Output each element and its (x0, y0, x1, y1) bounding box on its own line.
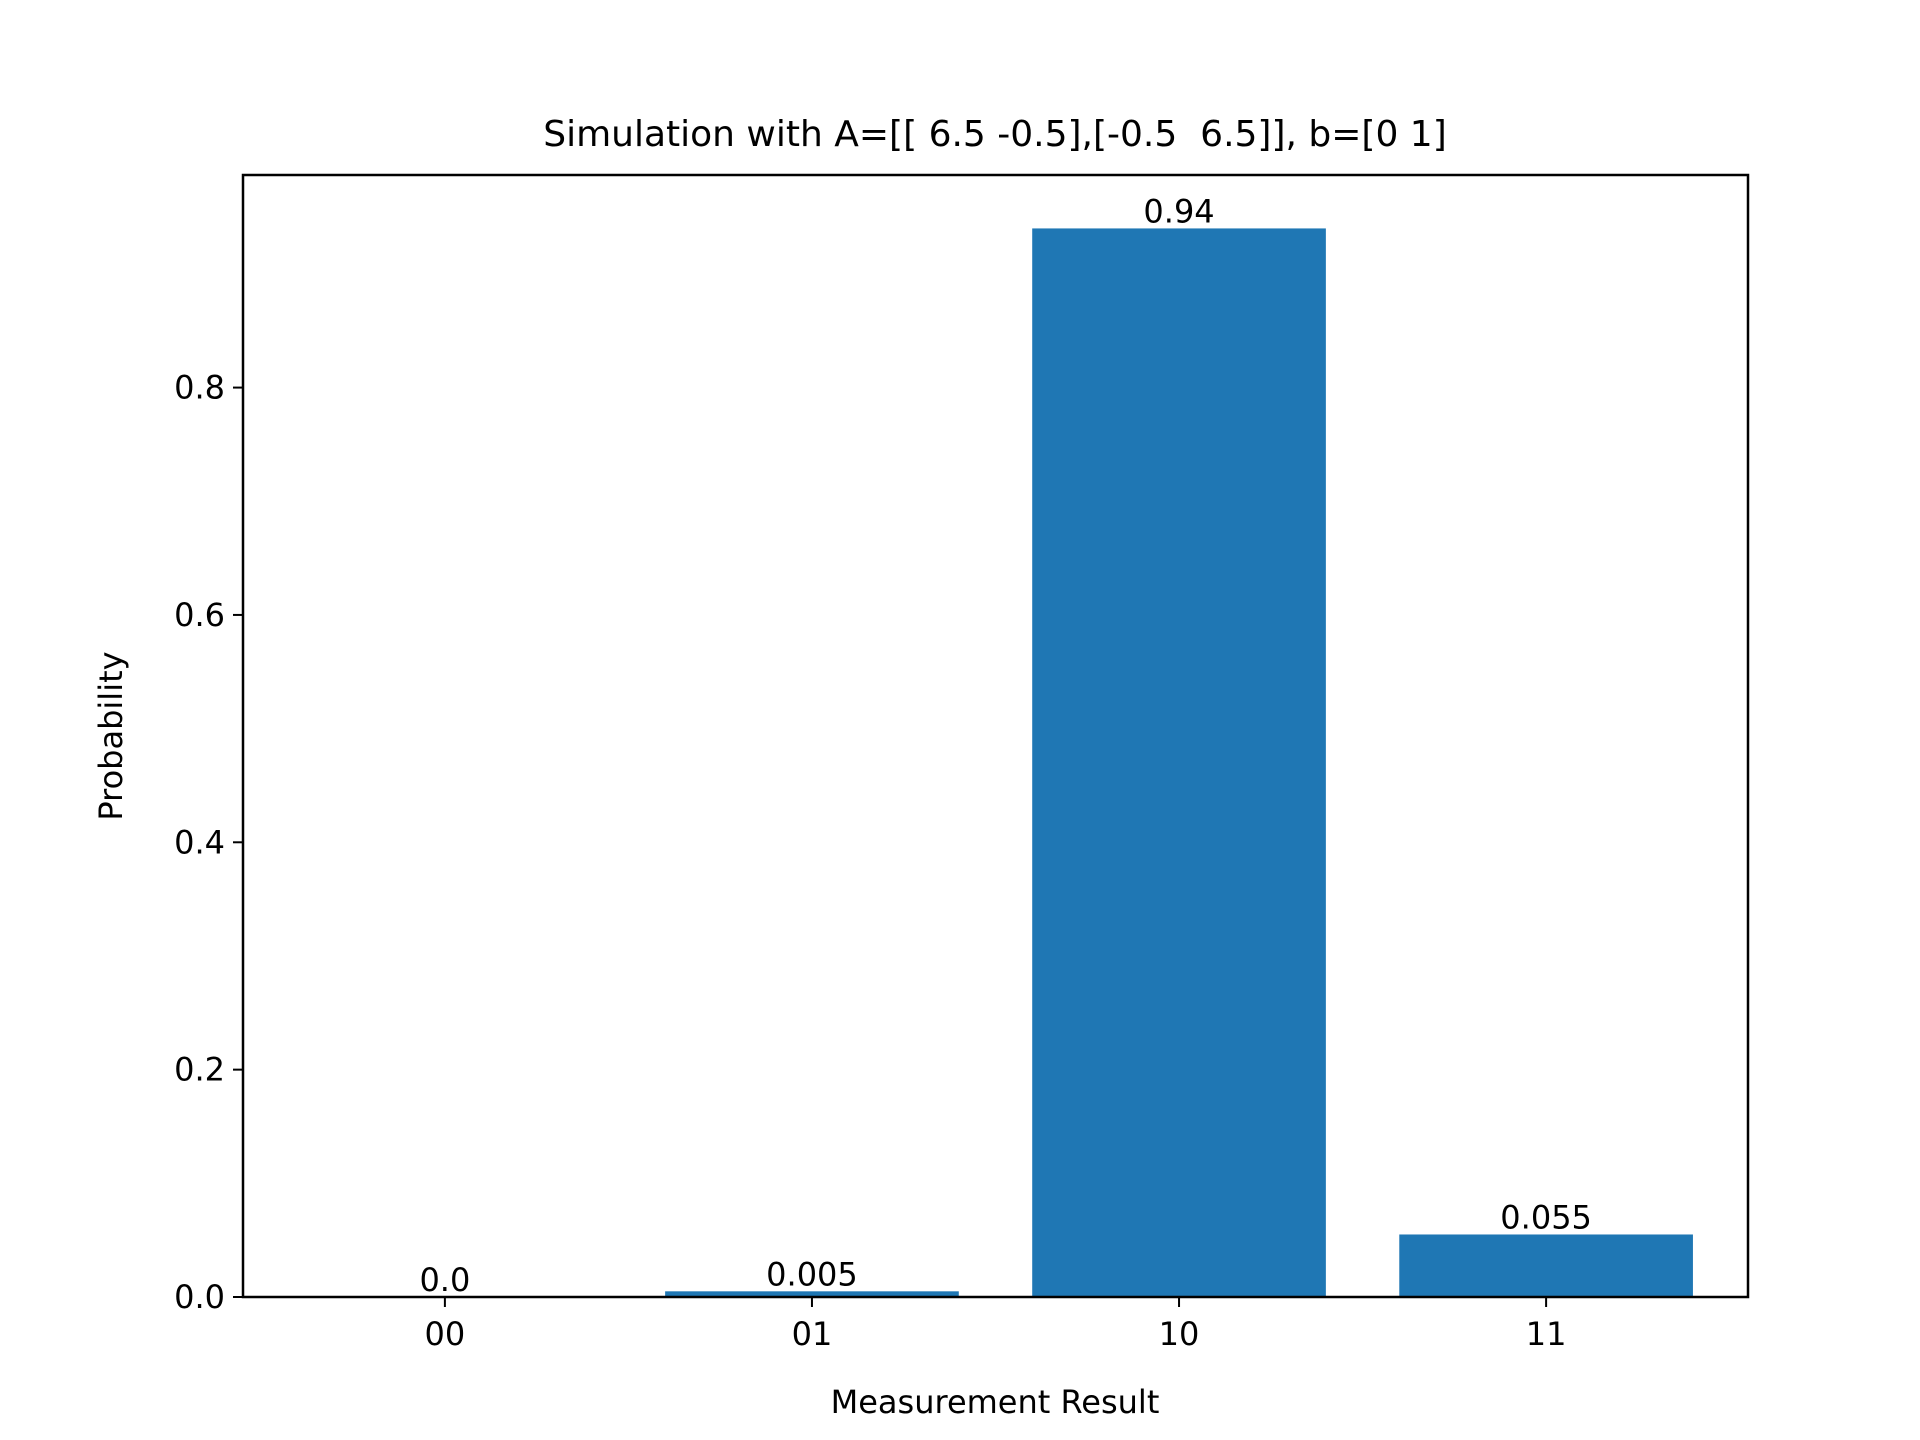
x-tick-label-10: 10 (1159, 1315, 1200, 1353)
bar-value-label-11: 0.055 (1500, 1198, 1592, 1236)
y-tick-label-0.2: 0.2 (174, 1051, 225, 1089)
x-tick-label-00: 00 (425, 1315, 466, 1353)
plot-frame (241, 173, 1750, 1299)
x-axis: 00 01 10 11 (425, 1297, 1567, 1353)
bar-01 (665, 1291, 959, 1297)
y-tick-label-0.0: 0.0 (174, 1278, 225, 1316)
bars-group (665, 228, 1693, 1297)
bar-labels-group: 0.0 0.005 0.94 0.055 (419, 192, 1591, 1299)
bar-10 (1032, 228, 1326, 1297)
x-tick-label-11: 11 (1526, 1315, 1567, 1353)
chart-title: Simulation with A=[[ 6.5 -0.5],[-0.5 6.5… (543, 114, 1447, 155)
y-tick-label-0.4: 0.4 (174, 823, 225, 861)
x-tick-label-01: 01 (792, 1315, 833, 1353)
y-tick-label-0.6: 0.6 (174, 596, 225, 634)
bar-11 (1399, 1234, 1693, 1297)
bar-value-label-00: 0.0 (419, 1261, 470, 1299)
bar-value-label-10: 0.94 (1143, 192, 1214, 230)
x-axis-label: Measurement Result (831, 1383, 1160, 1421)
y-axis: 0.0 0.2 0.4 0.6 0.8 (174, 369, 243, 1316)
bar-value-label-01: 0.005 (766, 1255, 858, 1293)
y-tick-label-0.8: 0.8 (174, 369, 225, 407)
y-axis-label: Probability (92, 651, 130, 820)
